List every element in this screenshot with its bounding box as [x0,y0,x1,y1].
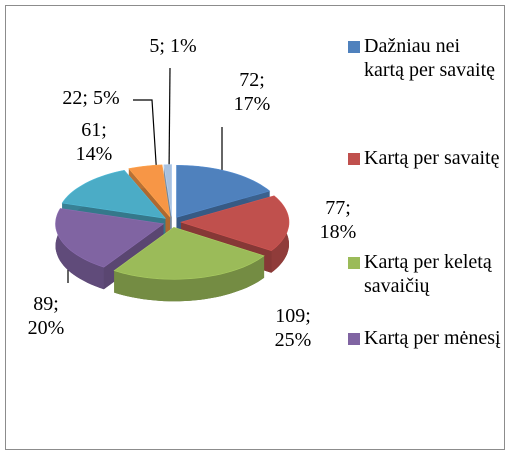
leader-line [133,99,158,179]
slice-top [179,195,290,252]
slice-top [61,169,167,219]
legend-swatch [348,257,360,269]
legend-label: Kartą per savaitę [364,147,500,169]
data-label: 109; 25% [274,305,312,351]
data-label: 22; 5% [62,87,120,109]
data-label: 72; 17% [233,69,271,115]
slice-top [163,164,173,217]
slice-side [114,255,265,302]
leader-line [168,67,171,176]
slice-top [176,164,271,218]
legend-swatch [348,153,360,165]
slice-top [55,208,165,268]
data-label: 89; 20% [27,293,65,339]
data-label: 77; 18% [319,197,357,243]
slice-top [128,164,171,218]
slice-top [113,226,265,280]
legend-swatch [348,41,360,53]
data-label: 61; 14% [75,119,113,165]
legend-label: Kartą per keletą savaičių [364,251,492,297]
legend-label: Dažniau nei kartą per savaitę [364,35,496,81]
legend-swatch [348,333,360,345]
data-label: 5; 1% [149,35,197,57]
legend-label: Kartą per mėnesį [364,327,501,349]
pie-slice [113,226,265,302]
slice-side [55,208,104,290]
